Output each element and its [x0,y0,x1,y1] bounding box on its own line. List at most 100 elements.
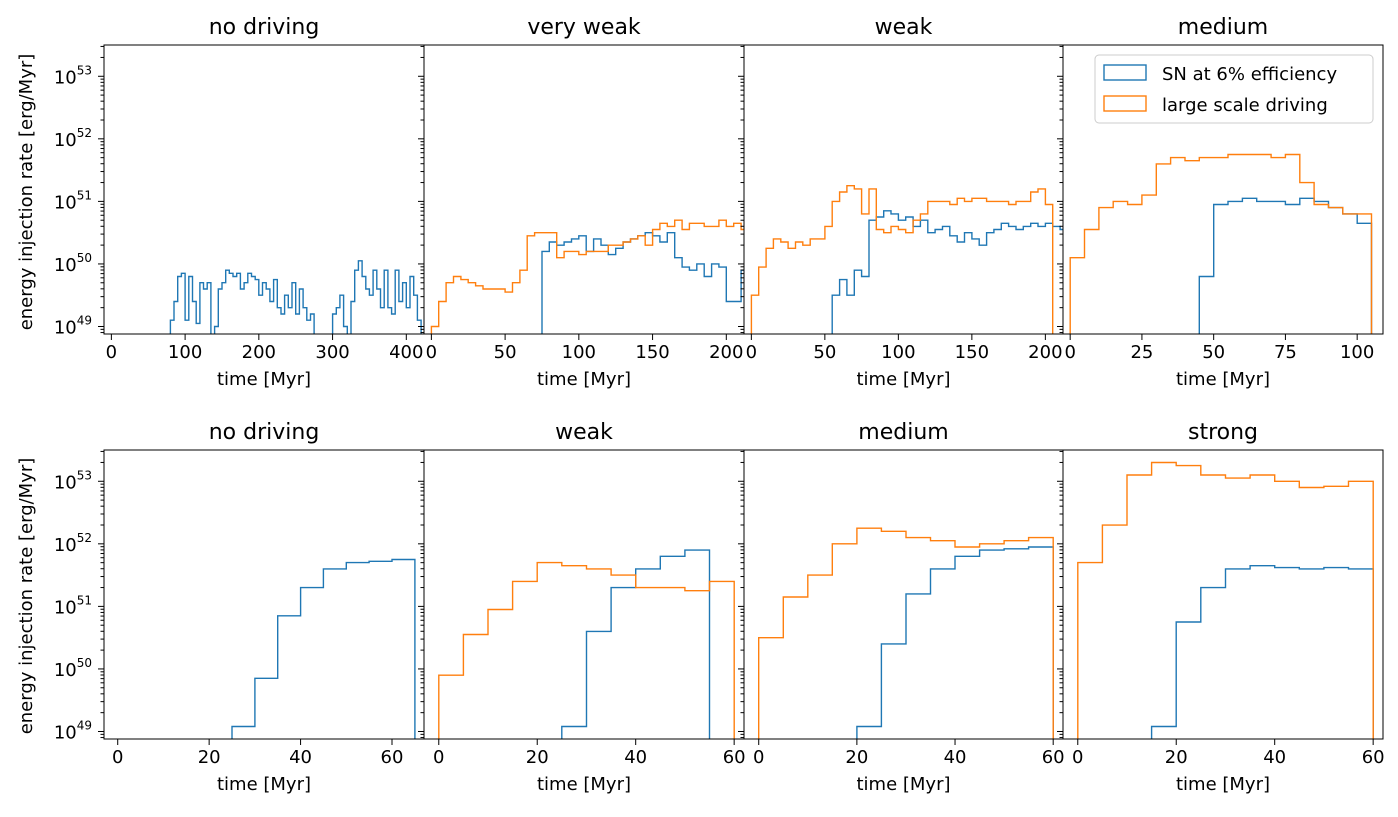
panel-2-series-sn [541,232,744,334]
panel-3-xtick-label: 0 [746,342,757,363]
panel-3-frame [743,44,1064,335]
panel-3-xtick-label: 150 [955,342,989,363]
panel-1-title: no driving [209,15,320,40]
panel-1-xtick-label: 300 [315,342,349,363]
panel-7-frame [743,449,1064,740]
panel-1-frame [103,44,425,335]
panel-4-xtick-label: 100 [1340,342,1374,363]
panel-7-xlabel: time [Myr] [856,774,950,795]
panel-5-series-sn [231,558,416,739]
panel-3: weak 0 50 100 150 200 time [Myr] [738,15,1064,390]
legend-label-sn: SN at 6% efficiency [1162,64,1337,85]
panel-4-series-driving [1069,153,1373,334]
legend-swatch-driving [1103,95,1147,112]
panel-2-xtick-label: 100 [562,342,596,363]
panel-1-ytick-label: 1052 [54,126,92,151]
panel-4-series-sn [1198,197,1373,334]
panel-2-frame [423,44,745,335]
panel-1: no driving 0 100 200 300 400 time [Myr] 1049 105… [54,15,425,390]
panel-1-xtick-label: 400 [389,342,423,363]
panel-4-xtick-label: 25 [1130,342,1153,363]
panel-3-xtick-label: 100 [881,342,915,363]
panel-5-xtick-label: 20 [198,747,221,768]
panel-3-xlabel: time [Myr] [856,369,950,390]
panel-1-ytick-label: 1053 [54,63,92,88]
panel-5-ytick-label: 1049 [54,718,92,743]
panel-7: medium 0 20 40 60 time [Myr] [738,420,1065,795]
panel-1-xtick-label: 0 [106,342,117,363]
panel-1-xtick-label: 100 [168,342,202,363]
panel-8-title: strong [1188,420,1258,445]
panel-7-title: medium [858,420,948,445]
panel-7-series-sn [856,546,1054,739]
legend-label-driving: large scale driving [1162,95,1328,116]
panel-1-ytick-label: 1050 [54,251,92,276]
panel-5-ytick-label: 1051 [54,593,92,618]
panel-6: weak 0 20 40 60 time [Myr] [418,420,746,795]
panel-2-series-driving [430,219,744,334]
legend-frame [1094,54,1374,124]
panel-1-xlabel: time [Myr] [217,369,311,390]
panel-8-xtick-label: 40 [1263,747,1286,768]
panel-4-frame [1062,44,1384,335]
panel-4-xtick-label: 50 [1202,342,1225,363]
panel-7-xtick-label: 60 [1042,747,1065,768]
panel-2-xtick-label: 200 [709,342,743,363]
panel-6-xtick-label: 60 [723,747,746,768]
panel-8: strong 0 20 40 60 time [Myr] [1057,420,1385,795]
panel-1-xtick-label: 200 [242,342,276,363]
panel-5-xtick-label: 40 [289,747,312,768]
panel-2-xtick-label: 50 [494,342,517,363]
panel-5-xtick-label: 60 [381,747,404,768]
panel-7-xtick-label: 20 [845,747,868,768]
panel-3-title: weak [875,15,933,40]
panel-4-title: medium [1178,15,1268,40]
panel-6-title: weak [555,420,613,445]
y-axis-label-top: energy injection rate [erg/Myr] [16,54,37,331]
panel-4-xlabel: time [Myr] [1176,369,1270,390]
panel-4-xtick-label: 75 [1274,342,1297,363]
panel-5-frame [103,449,425,740]
panel-3-xtick-label: 200 [1028,342,1062,363]
panel-1-ytick-label: 1051 [54,188,92,213]
panel-5-title: no driving [209,420,320,445]
panel-4-xtick-label: 0 [1064,342,1075,363]
panel-6-xtick-label: 0 [433,747,444,768]
panel-2-xlabel: time [Myr] [537,369,631,390]
panel-6-series-driving [438,561,735,739]
panel-7-xtick-label: 0 [753,747,764,768]
panel-5-ytick-label: 1052 [54,531,92,556]
legend: SN at 6% efficiency large scale driving [1094,54,1374,124]
panel-1-series-sn [169,260,422,334]
panel-2-xtick-label: 150 [635,342,669,363]
panel-5-xlabel: time [Myr] [217,774,311,795]
panel-6-xtick-label: 40 [624,747,647,768]
panel-8-series-sn [1150,565,1374,739]
panel-7-series-driving [758,527,1054,739]
panel-8-xlabel: time [Myr] [1176,774,1270,795]
panel-8-xtick-label: 20 [1165,747,1188,768]
y-axis-label-bottom: energy injection rate [erg/Myr] [16,458,37,735]
panel-6-xtick-label: 20 [526,747,549,768]
panel-7-xtick-label: 40 [944,747,967,768]
panel-4: medium 0 25 50 75 100 time [Myr] [1057,15,1384,390]
panel-6-xlabel: time [Myr] [537,774,631,795]
panel-2-title: very weak [527,15,641,40]
panel-5: no driving 0 20 40 60 time [Myr] 1049 1050 1051 1… [54,420,425,795]
panel-3-series-driving [750,185,1054,334]
panel-8-series-driving [1077,461,1374,739]
panel-1-ytick-label: 1049 [54,313,92,338]
panel-5-ytick-label: 1053 [54,468,92,493]
panel-6-frame [423,449,745,740]
panel-8-frame [1062,449,1384,740]
panel-5-ytick-label: 1050 [54,656,92,681]
panel-2-xtick-label: 0 [426,342,437,363]
panel-8-xtick-label: 60 [1362,747,1385,768]
panel-3-xtick-label: 50 [813,342,836,363]
panel-8-xtick-label: 0 [1072,747,1083,768]
panel-5-xtick-label: 0 [112,747,123,768]
panel-2: very weak 0 50 100 150 200 time [Myr] [418,15,745,390]
legend-swatch-sn [1103,64,1147,81]
